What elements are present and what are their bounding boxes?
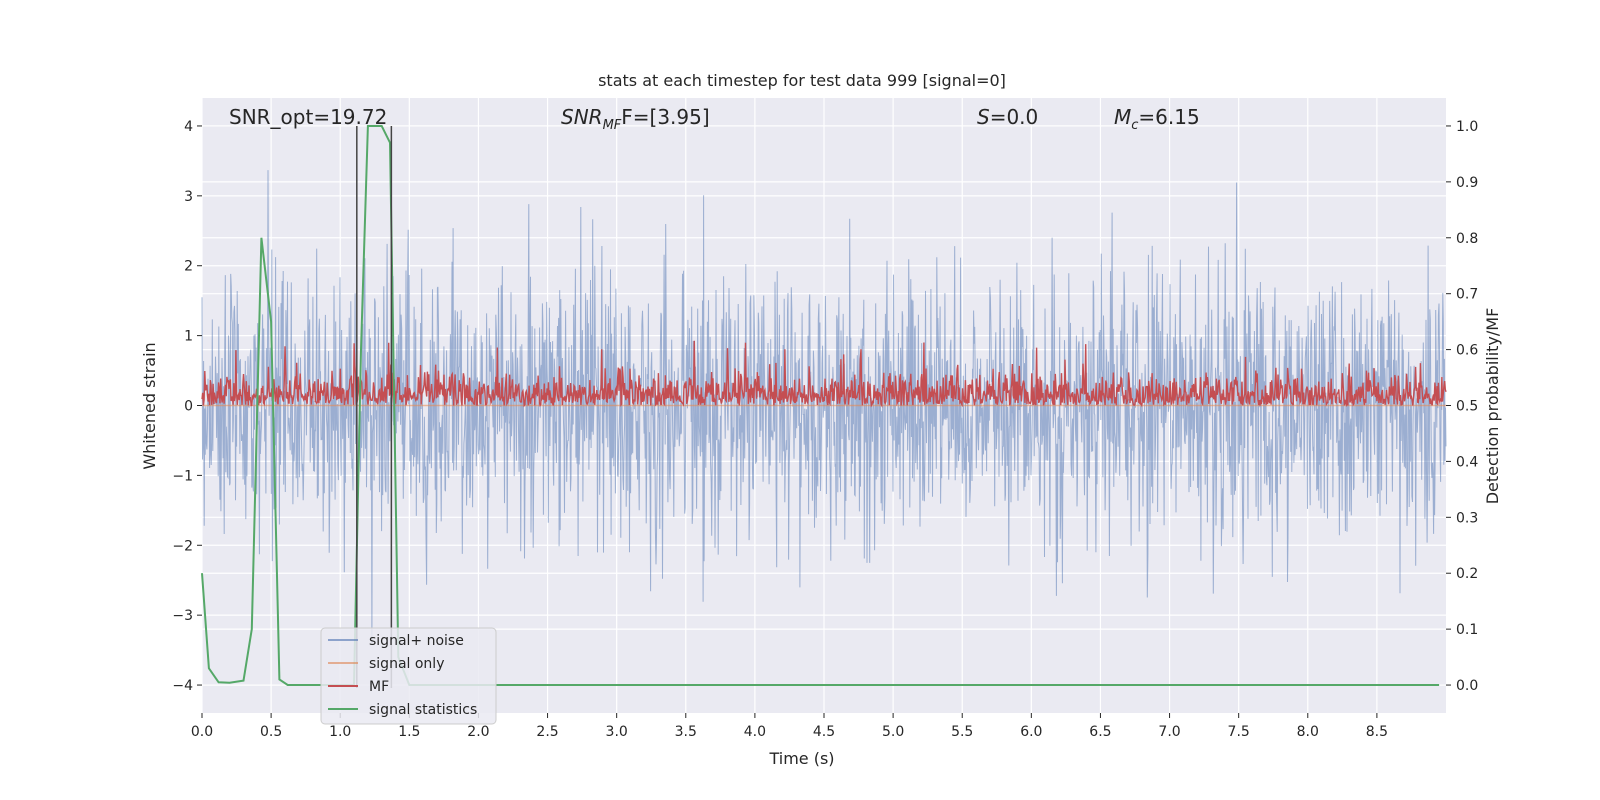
y-right-tick-label: 1.0 xyxy=(1456,119,1478,135)
y-right-tick-label: 0.5 xyxy=(1456,399,1478,415)
y-left-tick-label: 2 xyxy=(184,259,193,275)
y-left-tick-label: 1 xyxy=(184,329,193,345)
x-tick-label: 0.5 xyxy=(260,724,282,740)
y-left-tick-label: −4 xyxy=(172,678,193,694)
y-right-tick-label: 0.9 xyxy=(1456,175,1478,191)
legend-label-signal-statistics: signal statistics xyxy=(369,702,477,718)
y-right-tick-label: 0.3 xyxy=(1456,510,1478,526)
y-left-tick-label: 4 xyxy=(184,119,193,135)
series-mf-line xyxy=(201,340,1447,408)
y-right-tick-label: 0.6 xyxy=(1456,343,1478,359)
annotation-s-base: S xyxy=(977,105,990,129)
y-right-tick-label: 0.4 xyxy=(1456,454,1478,470)
legend-box xyxy=(320,627,497,725)
annotation-snr-mf-base: SNR xyxy=(561,105,603,129)
y-right-tick-label: 0.7 xyxy=(1456,287,1478,303)
annotation-snr-mf-value: F=[3.95] xyxy=(621,105,709,129)
y-right-tick-label: 0.0 xyxy=(1456,678,1478,694)
annotation-s: S=0.0 xyxy=(977,105,1038,129)
annotation-mc: Mc=6.15 xyxy=(1114,105,1200,133)
y-right-tick-label: 0.1 xyxy=(1456,622,1478,638)
x-tick-label: 3.5 xyxy=(675,724,697,740)
x-tick-label: 8.5 xyxy=(1366,724,1388,740)
annotation-mc-sub: c xyxy=(1131,118,1138,133)
y-left-tick-label: −1 xyxy=(172,468,193,484)
legend-label-signal-only: signal only xyxy=(369,656,444,672)
annotation-mc-base: M xyxy=(1114,105,1131,129)
annotation-mc-value: =6.15 xyxy=(1138,105,1199,129)
legend-label-signal-noise: signal+ noise xyxy=(369,633,464,649)
x-tick-label: 3.0 xyxy=(606,724,628,740)
x-tick-label: 4.0 xyxy=(744,724,766,740)
tick-layer: 0.0 0.5 1.0 1.5 2.0 2.5 3.0 3.5 4.0 4.5 5.0 5.5 6.0 6… xyxy=(172,119,1478,740)
x-tick-label: 7.5 xyxy=(1228,724,1250,740)
legend-label-mf: MF xyxy=(369,679,389,695)
y-left-tick-label: 3 xyxy=(184,189,193,205)
annotation-s-value: =0.0 xyxy=(990,105,1039,129)
y-left-tick-label: −3 xyxy=(172,608,193,624)
chart-title: stats at each timestep for test data 999… xyxy=(598,71,1006,90)
x-tick-label: 5.0 xyxy=(882,724,904,740)
y-right-tick-label: 0.8 xyxy=(1456,231,1478,247)
annotation-snr-mf-sub: MF xyxy=(603,118,622,133)
x-tick-label: 1.5 xyxy=(398,724,420,740)
x-tick-label: 2.0 xyxy=(467,724,489,740)
x-tick-label: 4.5 xyxy=(813,724,835,740)
x-tick-label: 2.5 xyxy=(536,724,558,740)
y-left-tick-label: 0 xyxy=(184,399,193,415)
legend: signal+ noise signal only MF signal stat… xyxy=(320,627,497,725)
x-tick-label: 6.5 xyxy=(1089,724,1111,740)
y-axis-right-label: Detection probability/MF xyxy=(1483,308,1502,505)
x-axis-label: Time (s) xyxy=(768,749,834,768)
x-tick-label: 6.0 xyxy=(1020,724,1042,740)
vline-layer xyxy=(356,125,393,688)
annotation-snr-opt: SNR_opt=19.72 xyxy=(229,105,387,129)
y-right-tick-label: 0.2 xyxy=(1456,566,1478,582)
y-left-tick-label: −2 xyxy=(172,538,193,554)
y-axis-left-label: Whitened strain xyxy=(140,342,159,469)
x-tick-label: 8.0 xyxy=(1297,724,1319,740)
x-tick-label: 7.0 xyxy=(1158,724,1180,740)
x-tick-label: 1.0 xyxy=(329,724,351,740)
annotation-snr-mf: SNRMFF=[3.95] xyxy=(561,105,710,133)
x-tick-label: 0.0 xyxy=(191,724,213,740)
x-tick-label: 5.5 xyxy=(951,724,973,740)
